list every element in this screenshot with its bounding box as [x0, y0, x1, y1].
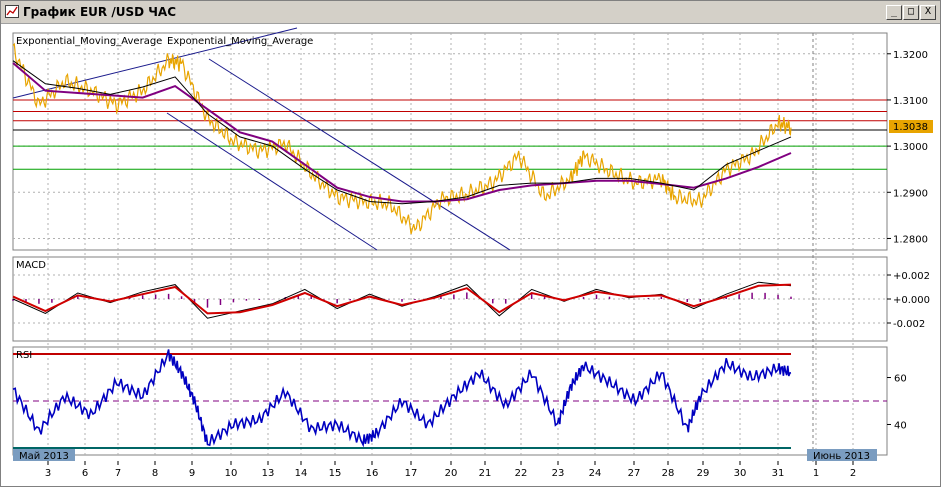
- day-label: 2: [850, 468, 856, 479]
- day-label: 17: [405, 468, 418, 479]
- day-label: 22: [515, 468, 528, 479]
- vertical-gridlines: [47, 33, 854, 455]
- maximize-button[interactable]: □: [903, 5, 919, 20]
- day-label: 3: [45, 468, 51, 479]
- day-label: 14: [295, 468, 308, 479]
- day-label: 10: [225, 468, 238, 479]
- chart-area[interactable]: Exponential_Moving_Average Exponential_M…: [1, 24, 940, 486]
- month-label-may: Май 2013: [19, 451, 69, 462]
- day-label: 23: [552, 468, 565, 479]
- main-y-tick-label: 1.3000: [893, 142, 928, 153]
- legend-ema-2: Exponential_Moving_Average: [167, 36, 313, 47]
- day-label: 29: [697, 468, 710, 479]
- current-price-label: 1.3038: [893, 122, 928, 133]
- day-label: 20: [445, 468, 458, 479]
- chart-icon: [5, 5, 19, 18]
- day-label: 24: [589, 468, 602, 479]
- rsi-label: RSI: [16, 350, 32, 361]
- day-label: 7: [115, 468, 121, 479]
- day-label: 13: [262, 468, 275, 479]
- current-price-badge: [889, 120, 933, 133]
- minimize-button[interactable]: _: [886, 5, 902, 20]
- macd-y-tick-label: +0.000: [893, 295, 930, 306]
- day-label: 28: [662, 468, 675, 479]
- main-y-tick-label: 1.3200: [893, 50, 928, 61]
- ema-fast-series: [12, 60, 792, 205]
- day-label: 15: [329, 468, 342, 479]
- macd-y-tick-label: -0.002: [893, 319, 925, 330]
- day-label: 31: [772, 468, 785, 479]
- window-title: График EUR /USD ЧАС: [23, 5, 177, 19]
- channel-line-lower: [166, 112, 378, 251]
- main-y-tick-label: 1.2800: [893, 234, 928, 245]
- macd-y-tick-label: +0.002: [893, 271, 930, 282]
- day-label: 1: [813, 468, 819, 479]
- rsi-line: [12, 349, 792, 448]
- channel-line-right: [208, 58, 511, 251]
- month-badge-may: [13, 449, 75, 461]
- month-label-june: Июнь 2013: [813, 451, 870, 462]
- macd-label: MACD: [16, 260, 46, 271]
- day-label: 9: [189, 468, 195, 479]
- macd-signal-line: [12, 283, 792, 315]
- macd-line: [12, 281, 792, 319]
- ema-slow-series: [12, 62, 792, 203]
- close-button[interactable]: X: [920, 5, 936, 20]
- legend-ema-1: Exponential_Moving_Average: [16, 36, 162, 47]
- main-y-tick-label: 1.3100: [893, 96, 928, 107]
- day-label: 27: [628, 468, 641, 479]
- day-label: 21: [479, 468, 492, 479]
- day-axis: 3 6 7 8 9 10 13 14 15 16 17 20 21 22 23 24 27 28 29 30 31 1 2: [45, 461, 856, 479]
- day-label: 6: [82, 468, 88, 479]
- title-bar[interactable]: График EUR /USD ЧАС _ □ X: [1, 1, 940, 24]
- main-y-tick-label: 1.2900: [893, 188, 928, 199]
- day-label: 16: [366, 468, 379, 479]
- rsi-levels: [13, 353, 887, 449]
- rsi-y-tick-label: 40: [894, 420, 907, 431]
- month-badge-june: [807, 449, 877, 461]
- day-label: 8: [152, 468, 158, 479]
- day-label: 30: [734, 468, 747, 479]
- price-levels: [13, 99, 887, 170]
- rsi-y-tick-label: 60: [894, 374, 907, 385]
